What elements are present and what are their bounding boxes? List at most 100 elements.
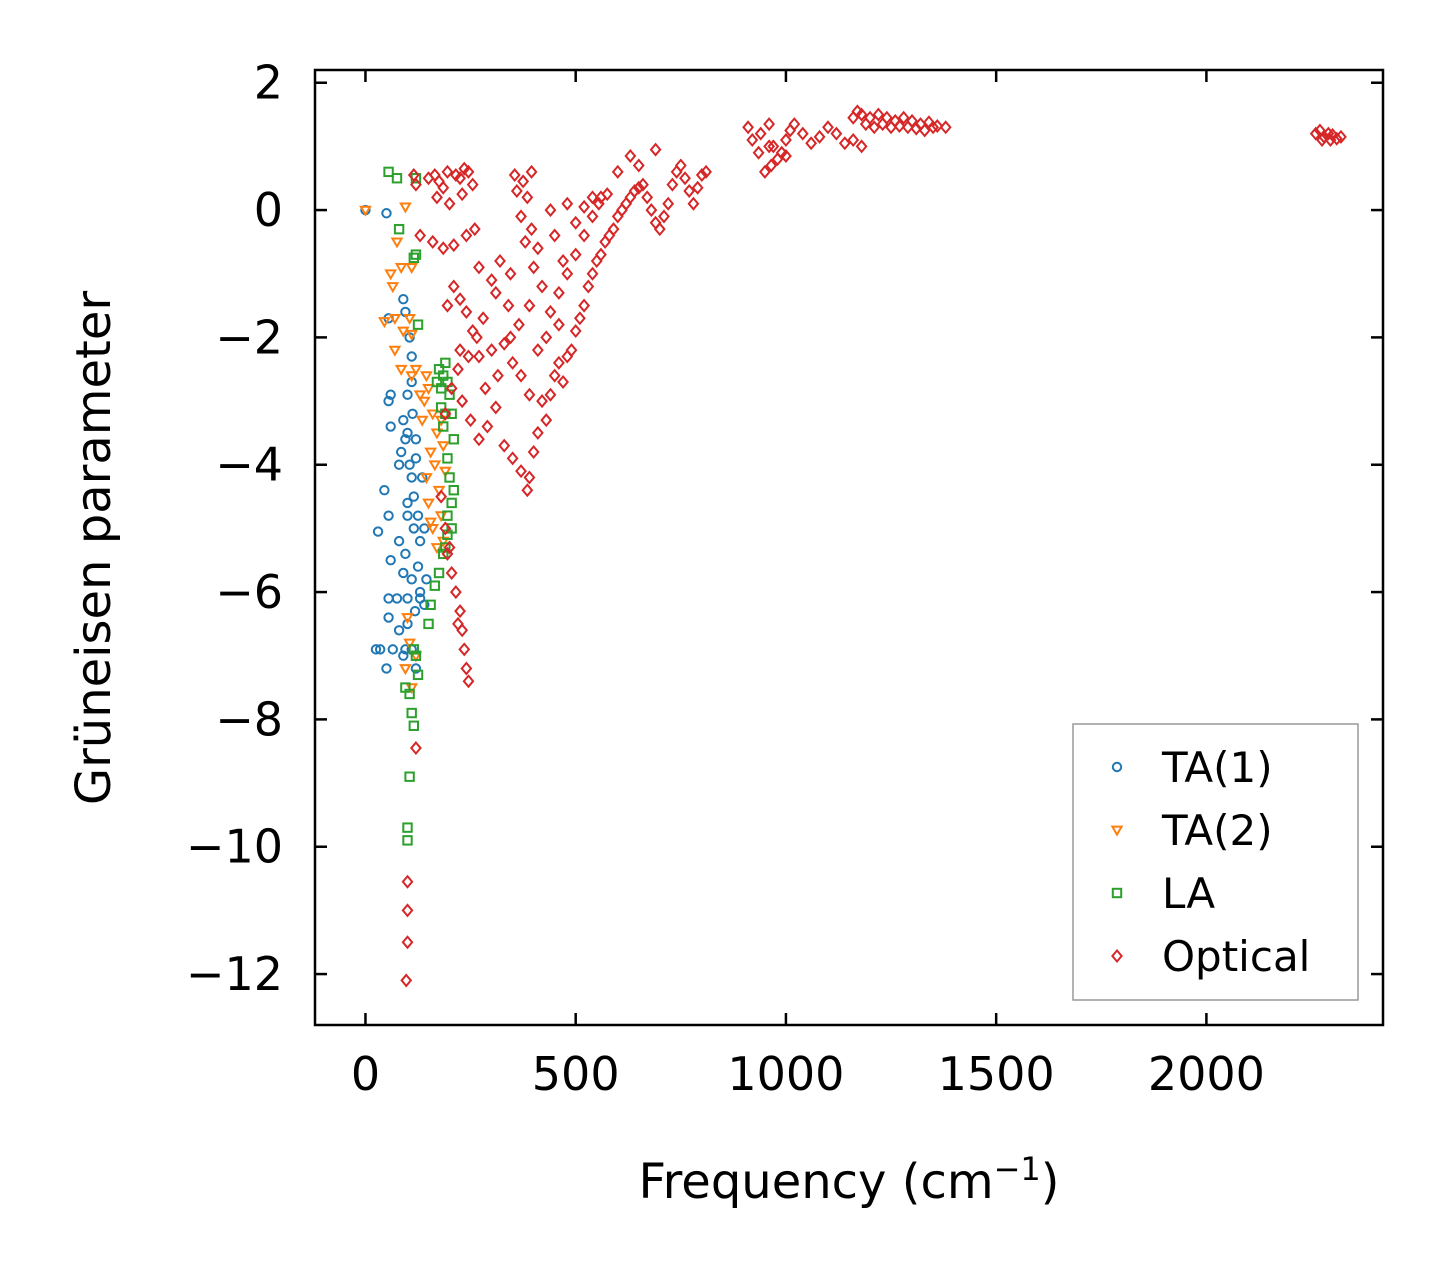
data-point [383, 593, 394, 604]
data-point [456, 394, 469, 409]
data-point [1309, 126, 1322, 141]
data-point [393, 535, 405, 547]
data-point [927, 120, 940, 135]
data-point [779, 133, 792, 148]
data-point [406, 351, 417, 362]
data-point [413, 390, 427, 402]
data-point [758, 164, 771, 179]
data-point [504, 330, 517, 345]
data-point [400, 973, 413, 988]
data-point [466, 324, 479, 339]
data-point [695, 168, 708, 183]
data-point [446, 497, 457, 509]
data-point [437, 241, 450, 256]
data-point [385, 555, 396, 566]
data-point [436, 441, 450, 453]
data-point [402, 510, 413, 521]
data-point [414, 586, 426, 598]
data-point [388, 345, 402, 357]
data-point [398, 650, 409, 661]
data-point [406, 707, 417, 719]
data-point [408, 644, 420, 655]
data-point [410, 434, 422, 445]
x-tick-label: 0 [351, 1047, 380, 1101]
data-point [607, 222, 620, 237]
data-point [406, 574, 417, 585]
data-point [1335, 129, 1347, 144]
data-point [388, 313, 402, 325]
data-point [426, 524, 440, 536]
y-tick-label: −6 [215, 565, 283, 619]
data-point [438, 548, 449, 560]
data-point [603, 228, 616, 243]
data-point [409, 605, 421, 617]
data-point [859, 117, 872, 132]
data-point [394, 263, 408, 274]
data-point [412, 669, 424, 681]
data-point [456, 623, 469, 638]
data-point [410, 650, 422, 661]
data-point [402, 427, 413, 439]
data-point [763, 139, 776, 154]
data-point [407, 168, 420, 183]
data-point [536, 279, 548, 294]
data-point [531, 241, 544, 256]
data-point [433, 174, 445, 189]
data-point [442, 453, 453, 464]
data-point [893, 119, 906, 134]
series-la [383, 166, 459, 846]
data-point [742, 120, 755, 135]
data-point [754, 126, 767, 141]
data-point [431, 376, 443, 388]
data-point [402, 389, 413, 400]
data-point [410, 249, 422, 260]
data-point [569, 247, 582, 262]
data-point [422, 383, 435, 395]
data-point [910, 121, 923, 136]
data-point [670, 164, 683, 179]
data-point [700, 164, 712, 179]
data-point [454, 604, 466, 619]
data-point [462, 674, 475, 689]
data-point [521, 190, 534, 205]
data-point [628, 183, 641, 198]
x-tick-label: 1000 [727, 1047, 844, 1101]
data-point [897, 110, 910, 125]
data-point [658, 209, 670, 224]
data-point [425, 599, 436, 610]
data-point [454, 343, 466, 358]
data-point [430, 428, 444, 440]
data-point [624, 190, 637, 205]
data-point [565, 343, 578, 358]
x-axis-label-main: Frequency (cm [638, 1154, 993, 1210]
data-point [531, 425, 544, 440]
data-point [430, 543, 444, 555]
data-point [402, 822, 413, 833]
data-point [402, 835, 413, 846]
data-point [372, 526, 384, 537]
data-point [502, 298, 515, 313]
data-point [422, 498, 435, 510]
data-point [420, 371, 433, 383]
data-point [431, 190, 443, 205]
data-point [383, 510, 394, 521]
y-axis-label: Grüneisen parameter [66, 291, 122, 806]
legend-label: Optical [1162, 932, 1310, 981]
data-point [779, 148, 792, 163]
data-point [460, 661, 473, 676]
data-point [767, 139, 780, 154]
data-point [510, 183, 523, 198]
data-point [408, 720, 420, 731]
data-point [417, 396, 431, 408]
data-point [401, 903, 414, 918]
data-point [401, 874, 414, 889]
data-point [405, 263, 419, 274]
data-point [517, 174, 530, 189]
data-point [443, 540, 456, 555]
data-point [396, 326, 410, 338]
data-point [452, 362, 464, 377]
data-point [458, 642, 471, 657]
data-point [401, 613, 414, 625]
data-point [552, 317, 565, 332]
